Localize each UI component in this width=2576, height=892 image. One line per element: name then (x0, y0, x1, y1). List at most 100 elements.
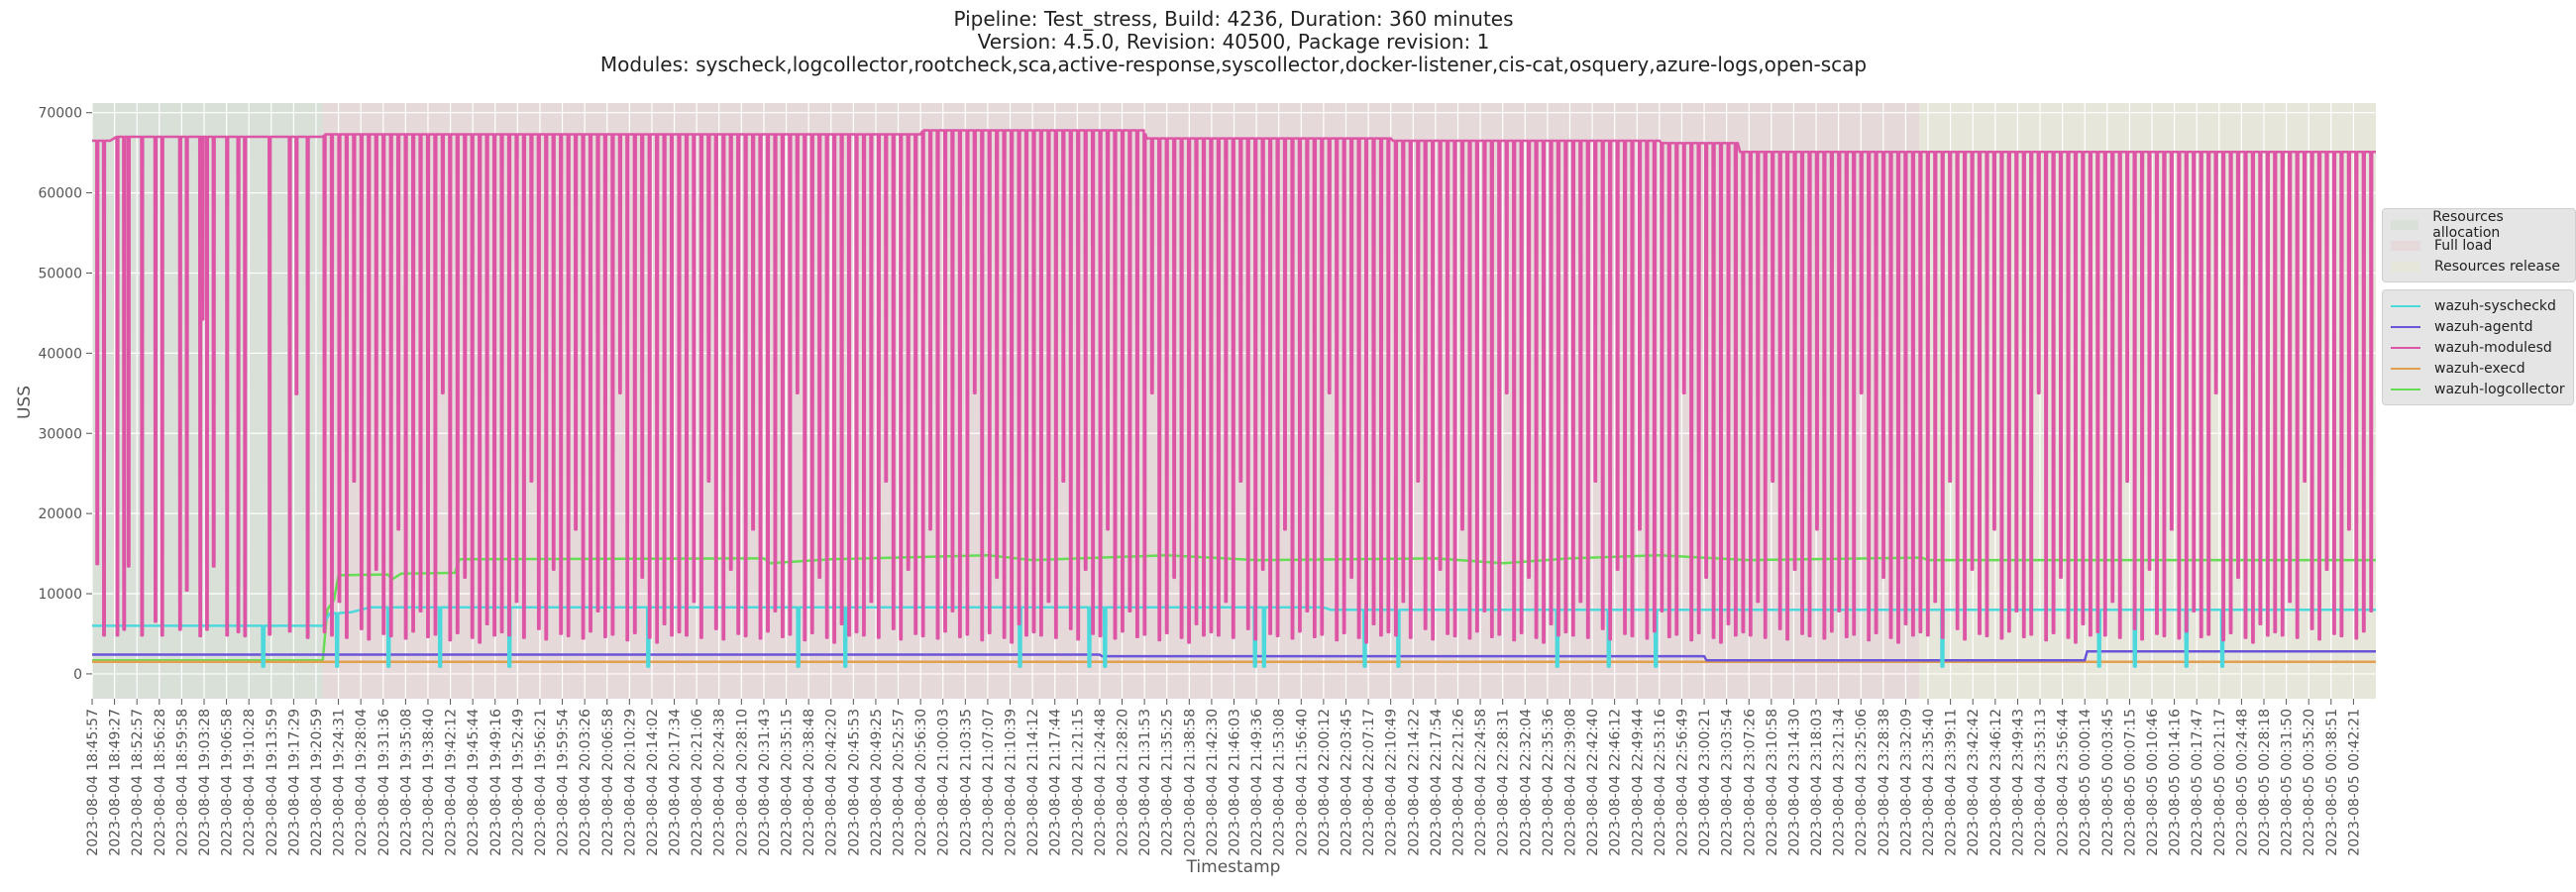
x-tick-label: 2023-08-05 00:28:18 (2257, 709, 2273, 856)
x-tick-label: 2023-08-04 19:42:12 (444, 709, 460, 856)
legend-item-wazuh-syscheckd: wazuh-syscheckd (2391, 295, 2565, 316)
phase-legend: Resources allocation Full load Resources… (2382, 208, 2576, 282)
x-tick-label: 2023-08-04 21:03:35 (958, 709, 974, 856)
x-tick-label: 2023-08-04 20:14:02 (645, 709, 661, 856)
x-tick-label: 2023-08-04 19:52:49 (510, 709, 526, 856)
x-tick-label: 2023-08-04 22:53:16 (1653, 709, 1668, 856)
legend-label: wazuh-syscheckd (2434, 297, 2556, 314)
x-tick-label: 2023-08-04 18:59:58 (174, 709, 190, 856)
x-tick-label: 2023-08-04 21:46:03 (1228, 709, 1243, 856)
x-tick-label: 2023-08-04 18:45:57 (85, 709, 101, 856)
y-tick-label: 20000 (38, 506, 82, 522)
legend-label: wazuh-agentd (2434, 318, 2533, 335)
x-tick-label: 2023-08-04 22:21:26 (1450, 709, 1466, 856)
x-tick-label: 2023-08-04 23:56:44 (2056, 709, 2072, 856)
legend-item-wazuh-logcollector: wazuh-logcollector (2391, 379, 2565, 399)
x-tick-label: 2023-08-04 21:42:30 (1205, 709, 1221, 856)
x-tick-label: 2023-08-04 20:52:57 (892, 709, 908, 856)
x-tick-label: 2023-08-04 22:35:36 (1541, 709, 1556, 856)
x-tick-label: 2023-08-04 20:45:53 (846, 709, 862, 856)
legend-item-wazuh-agentd: wazuh-agentd (2391, 316, 2565, 337)
x-tick-label: 2023-08-04 18:49:27 (108, 709, 124, 856)
x-tick-label: 2023-08-04 19:10:28 (242, 709, 258, 856)
legend-label: Resources allocation (2432, 208, 2504, 241)
x-tick-label: 2023-08-04 21:14:12 (1025, 709, 1041, 856)
x-tick-label: 2023-08-04 23:49:43 (2010, 709, 2026, 856)
x-tick-label: 2023-08-04 22:10:49 (1384, 709, 1400, 856)
legend-swatch (2391, 240, 2420, 251)
x-tick-label: 2023-08-04 19:31:36 (376, 709, 392, 856)
y-tick-label: 50000 (38, 266, 82, 281)
chart-title: Pipeline: Test_stress, Build: 4236, Dura… (0, 8, 2467, 76)
x-tick-label: 2023-08-04 20:49:25 (869, 709, 885, 856)
legend-line (2391, 346, 2420, 349)
x-tick-label: 2023-08-04 19:03:28 (197, 709, 213, 856)
x-tick-label: 2023-08-04 19:45:44 (466, 709, 482, 856)
legend-line (2391, 388, 2420, 390)
x-tick-label: 2023-08-05 00:21:17 (2212, 709, 2228, 856)
x-tick-label: 2023-08-04 22:07:17 (1361, 709, 1377, 856)
legend-item-full-load: Full load (2391, 235, 2567, 256)
x-tick-label: 2023-08-04 23:18:03 (1809, 709, 1825, 856)
legend-label: wazuh-execd (2434, 360, 2525, 377)
x-tick-label: 2023-08-04 19:24:31 (332, 709, 348, 856)
legend-line (2391, 367, 2420, 370)
x-tick-label: 2023-08-04 23:00:21 (1697, 709, 1713, 856)
legend-item-resources-release: Resources release (2391, 256, 2567, 277)
x-tick-label: 2023-08-05 00:24:48 (2234, 709, 2250, 856)
x-tick-label: 2023-08-04 19:06:58 (220, 709, 236, 856)
x-tick-label: 2023-08-05 00:35:20 (2302, 709, 2317, 856)
x-tick-label: 2023-08-04 23:07:26 (1742, 709, 1758, 856)
x-axis-label: Timestamp (1186, 857, 1281, 877)
series-legend: wazuh-syscheckd wazuh-agentd wazuh-modul… (2382, 289, 2574, 405)
x-tick-label: 2023-08-04 23:25:06 (1854, 709, 1870, 856)
x-tick-label: 2023-08-04 22:32:04 (1518, 709, 1534, 856)
legend-item-resources-allocation: Resources allocation (2391, 209, 2567, 241)
x-tick-label: 2023-08-04 21:24:48 (1093, 709, 1109, 856)
x-tick-label: 2023-08-04 23:21:34 (1832, 709, 1848, 856)
legend-swatch (2391, 219, 2419, 230)
x-tick-label: 2023-08-04 20:21:06 (690, 709, 705, 856)
x-tick-label: 2023-08-04 20:35:15 (780, 709, 796, 856)
x-tick-label: 2023-08-04 23:10:58 (1765, 709, 1780, 856)
x-tick-label: 2023-08-04 20:38:48 (802, 709, 817, 856)
x-tick-label: 2023-08-04 19:28:04 (354, 709, 370, 856)
title-line-2: Version: 4.5.0, Revision: 40500, Package… (977, 30, 1490, 54)
x-tick-label: 2023-08-04 19:38:40 (421, 709, 437, 856)
x-tick-label: 2023-08-04 22:49:44 (1630, 709, 1646, 856)
x-tick-label: 2023-08-05 00:31:50 (2280, 709, 2296, 856)
x-tick-label: 2023-08-04 21:49:36 (1249, 709, 1265, 856)
x-tick-label: 2023-08-04 18:56:28 (153, 709, 168, 856)
series-line-wazuh-modulesd (92, 129, 2376, 644)
y-tick-label: 70000 (38, 106, 82, 122)
x-tick-label: 2023-08-04 21:00:03 (936, 709, 952, 856)
legend-line (2391, 304, 2420, 307)
x-tick-label: 2023-08-04 22:46:12 (1608, 709, 1624, 856)
x-tick-label: 2023-08-04 21:53:08 (1272, 709, 1288, 856)
x-tick-label: 2023-08-04 21:28:20 (1116, 709, 1131, 856)
title-line-3: Modules: syscheck,logcollector,rootcheck… (599, 53, 1868, 76)
x-tick-label: 2023-08-04 22:24:58 (1473, 709, 1489, 856)
y-tick-label: 10000 (38, 587, 82, 603)
x-tick-label: 2023-08-04 22:00:12 (1317, 709, 1333, 856)
x-tick-label: 2023-08-04 19:56:21 (533, 709, 549, 856)
x-tick-label: 2023-08-04 18:52:57 (130, 709, 146, 856)
legend-item-wazuh-modulesd: wazuh-modulesd (2391, 337, 2565, 358)
x-tick-label: 2023-08-04 22:42:40 (1585, 709, 1601, 856)
x-tick-label: 2023-08-04 20:31:43 (757, 709, 773, 856)
x-tick-label: 2023-08-04 21:21:15 (1070, 709, 1086, 856)
legend-label: Resources release (2434, 258, 2560, 275)
legend-label: wazuh-logcollector (2434, 381, 2565, 397)
x-tick-label: 2023-08-05 00:14:16 (2168, 709, 2184, 856)
x-tick-label: 2023-08-04 23:14:30 (1786, 709, 1802, 856)
x-tick-label: 2023-08-05 00:00:14 (2078, 709, 2093, 856)
x-tick-label: 2023-08-04 20:10:29 (622, 709, 638, 856)
legend-line (2391, 325, 2420, 328)
x-tick-label: 2023-08-04 19:20:59 (309, 709, 325, 856)
x-tick-label: 2023-08-04 20:56:30 (913, 709, 929, 856)
x-tick-label: 2023-08-05 00:42:21 (2346, 709, 2362, 856)
x-tick-label: 2023-08-04 23:32:09 (1898, 709, 1914, 856)
x-tick-label: 2023-08-04 20:42:20 (824, 709, 840, 856)
x-tick-label: 2023-08-05 00:38:51 (2324, 709, 2340, 856)
